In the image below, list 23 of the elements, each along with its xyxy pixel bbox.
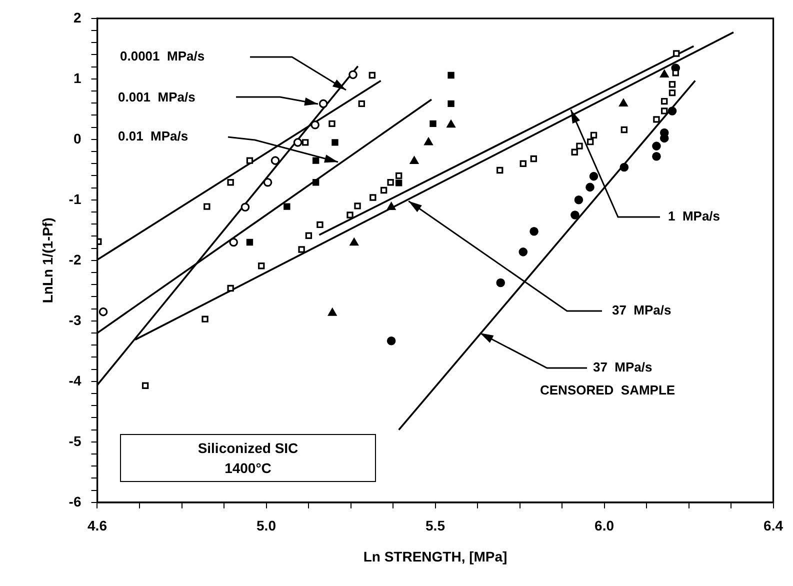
y-tick-label: -2 [68,251,82,268]
y-tick-label: -1 [68,190,82,207]
x-tick-label: 4.6 [88,518,108,534]
y-tick-label: -5 [68,432,82,449]
annotation: 1 MPa/s [668,208,720,224]
annotation: 0.01 MPa/s [118,128,188,144]
x-tick-label: 6.0 [594,518,614,534]
y-tick-label: 2 [73,9,82,26]
annotation: Siliconized SIC 1400°C [120,434,376,482]
annotation: 37 MPa/s [612,302,672,318]
annotation: 37 MPa/s CENSORED SAMPLE [540,360,676,398]
y-tick-label: 1 [73,70,82,86]
x-tick-label: 5.5 [426,518,446,534]
y-tick-label: -4 [68,372,82,388]
annotation: 0.0001 MPa/s [120,48,205,64]
y-tick-label: -3 [68,312,82,328]
y-axis-title: LnLn 1/(1-Pf) [39,218,56,304]
x-axis-title: Ln STRENGTH, [MPa] [363,548,508,564]
y-tick-label: -6 [68,493,82,510]
y-tick-label: 0 [73,130,82,146]
x-tick-label: 5.0 [256,518,276,534]
annotation: 0.001 MPa/s [118,90,196,105]
x-tick-label: 6.4 [764,518,784,534]
